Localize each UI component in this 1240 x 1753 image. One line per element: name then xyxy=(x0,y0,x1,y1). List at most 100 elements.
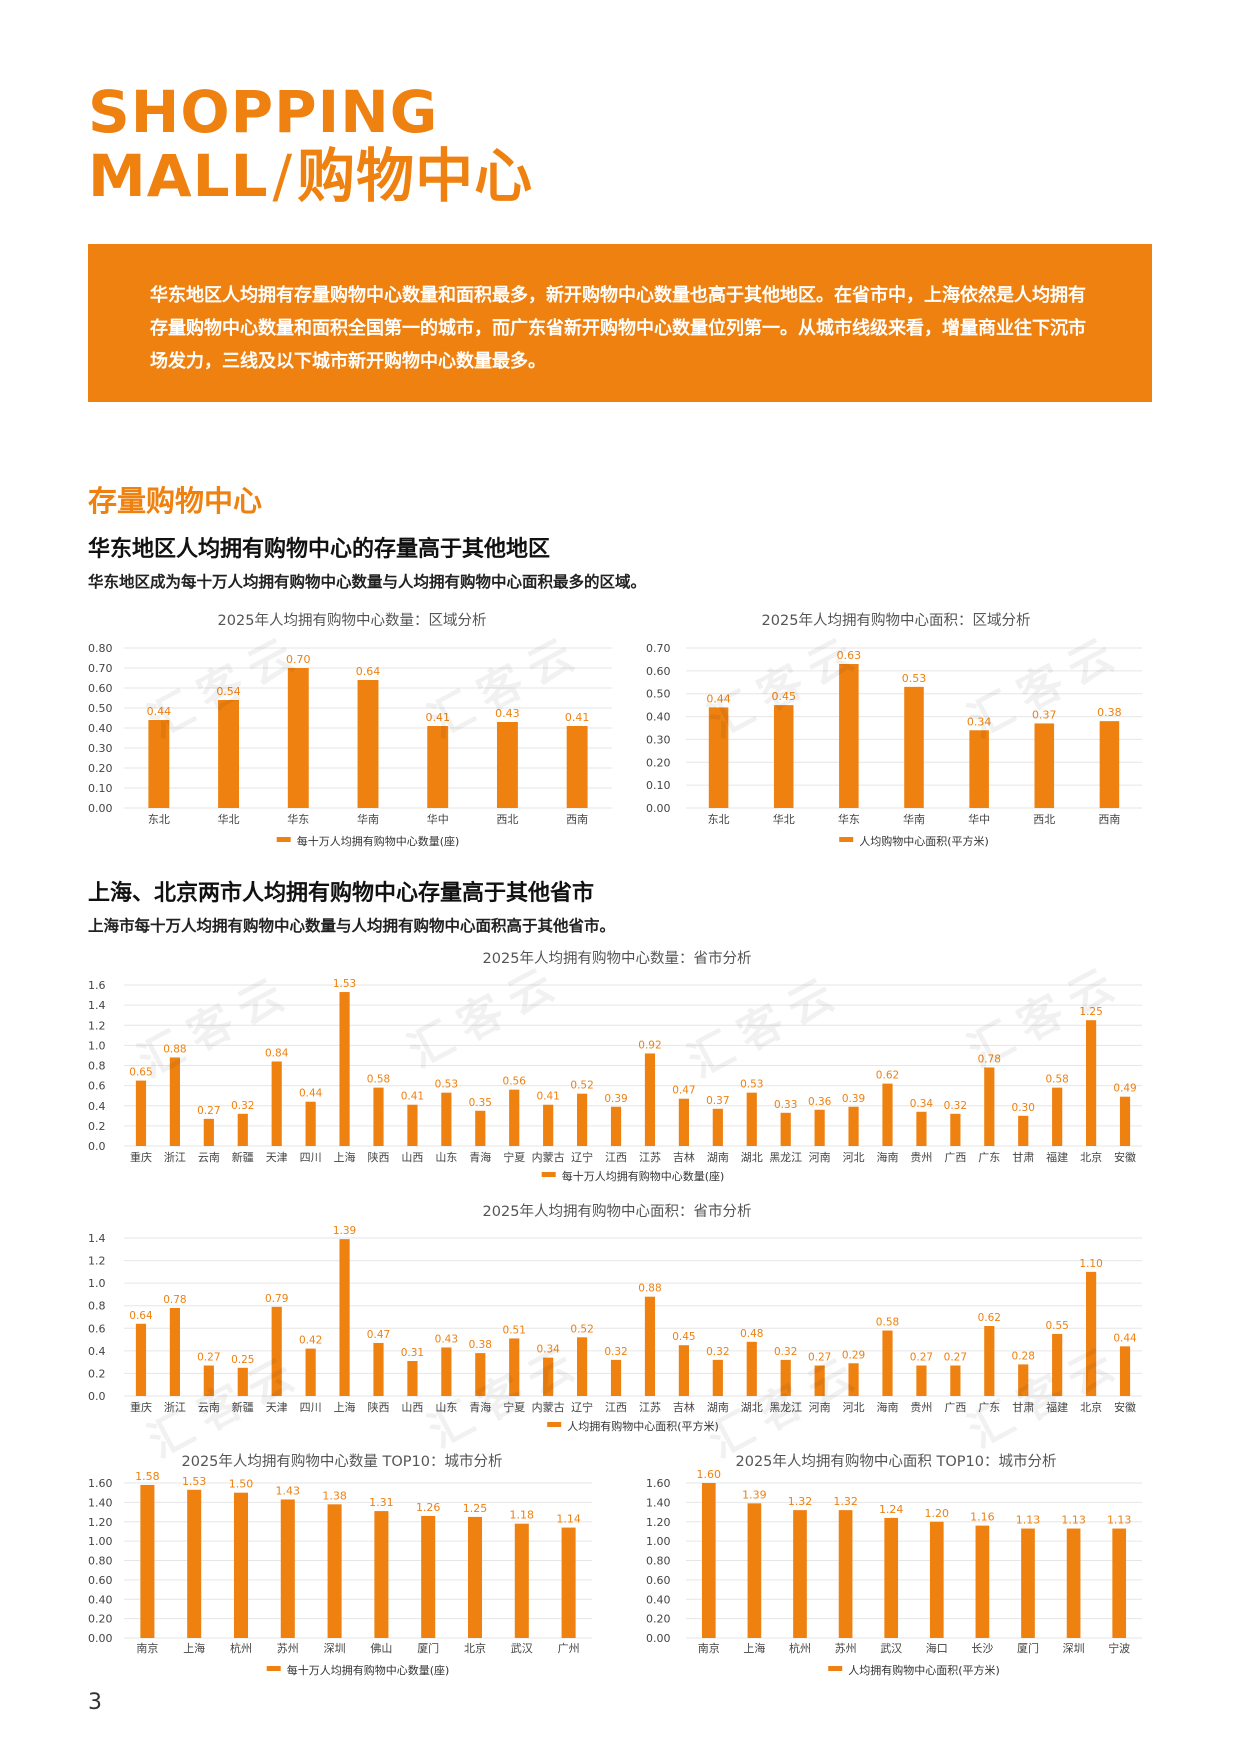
legend-label: 人均拥有购物中心面积(平方米) xyxy=(848,1663,1000,1677)
x-tick-label: 湖南 xyxy=(707,1401,729,1414)
data-label: 0.64 xyxy=(129,1310,153,1322)
bar xyxy=(407,1361,418,1396)
x-tick-label: 苏州 xyxy=(835,1642,857,1655)
y-tick-label: 1.00 xyxy=(646,1535,671,1548)
legend-label: 每十万人均拥有购物中心数量(座) xyxy=(287,1663,450,1677)
legend-swatch xyxy=(541,1172,556,1177)
bar xyxy=(305,1101,316,1146)
data-label: 0.47 xyxy=(367,1329,390,1341)
data-label: 1.53 xyxy=(333,978,356,990)
data-label: 0.44 xyxy=(147,705,172,718)
data-label: 0.27 xyxy=(910,1352,933,1364)
bar xyxy=(780,1359,791,1396)
bar xyxy=(712,1108,723,1146)
data-label: 0.31 xyxy=(401,1347,424,1359)
y-tick-label: 0.80 xyxy=(646,1555,671,1568)
bar xyxy=(746,1341,757,1396)
bar xyxy=(644,1053,656,1146)
x-tick-label: 四川 xyxy=(300,1401,322,1414)
x-tick-label: 广东 xyxy=(978,1151,1000,1164)
y-tick-label: 0.00 xyxy=(88,1632,113,1645)
title-cn: 购物中心 xyxy=(297,142,534,210)
bar xyxy=(747,1503,762,1638)
data-label: 1.32 xyxy=(833,1495,858,1508)
x-tick-label: 广西 xyxy=(944,1151,966,1164)
data-label: 0.49 xyxy=(1113,1083,1136,1095)
y-tick-label: 0.40 xyxy=(646,711,671,724)
bar xyxy=(327,1504,342,1638)
y-tick-label: 1.2 xyxy=(88,1255,106,1268)
y-tick-label: 1.6 xyxy=(88,979,106,992)
chart-city-count-top10: 2025年人均拥有购物中心数量 TOP10：城市分析 0.00 0.20 0.40 0.… xyxy=(82,1448,602,1683)
chart-title: 2025年人均拥有购物中心面积：省市分析 xyxy=(483,1203,752,1220)
x-tick-label: 南京 xyxy=(698,1641,720,1655)
data-label: 1.38 xyxy=(322,1489,347,1502)
y-tick-label: 1.00 xyxy=(88,1535,113,1548)
data-label: 0.34 xyxy=(536,1344,560,1356)
x-tick-label: 浙江 xyxy=(164,1401,186,1414)
y-tick-label: 0.20 xyxy=(646,756,671,769)
data-label: 0.34 xyxy=(967,715,992,728)
x-tick-label: 厦门 xyxy=(1017,1641,1039,1655)
chart-province-count: 2025年人均拥有购物中心数量：省市分析 0.0 0.2 0.4 0.6 0.8 1.0 1.… xyxy=(82,945,1152,1190)
bar xyxy=(884,1517,899,1638)
bar xyxy=(421,1515,436,1638)
x-tick-label: 东北 xyxy=(148,813,170,826)
bar xyxy=(357,680,379,808)
bar xyxy=(814,1109,825,1146)
y-tick-label: 0.00 xyxy=(646,802,671,815)
data-label: 0.32 xyxy=(231,1100,254,1112)
data-label: 0.41 xyxy=(425,711,450,724)
bar xyxy=(135,1080,147,1146)
chart-svg: 2025年人均拥有购物中心数量：区域分析 0.00 0.10 0.20 0.30 0.40… xyxy=(88,612,612,848)
bar xyxy=(496,722,518,808)
data-label: 0.36 xyxy=(808,1096,832,1108)
chart-title: 2025年人均拥有购物中心面积 TOP10：城市分析 xyxy=(736,1453,1057,1470)
y-tick-label: 0.60 xyxy=(646,1574,671,1587)
data-label: 1.58 xyxy=(135,1470,160,1483)
legend: 人均购物中心面积(平方米) xyxy=(839,834,989,848)
bar xyxy=(882,1330,893,1396)
data-label: 1.25 xyxy=(463,1502,488,1515)
data-label: 0.32 xyxy=(774,1346,797,1358)
legend-swatch xyxy=(547,1422,562,1427)
bar xyxy=(984,1326,995,1396)
bar xyxy=(280,1499,295,1638)
x-tick-label: 贵州 xyxy=(910,1151,932,1164)
bar xyxy=(1086,1020,1097,1146)
bar xyxy=(577,1093,588,1146)
x-tick-label: 西北 xyxy=(1033,813,1055,826)
x-tick-label: 深圳 xyxy=(324,1642,346,1655)
data-label: 1.53 xyxy=(182,1475,207,1488)
chart-province-area: 2025年人均拥有购物中心面积：省市分析 0.0 0.2 0.4 0.6 0.8 1.0 1.… xyxy=(82,1198,1152,1440)
bar xyxy=(135,1323,147,1396)
y-tick-label: 0.30 xyxy=(88,742,113,755)
y-tick-label: 1.2 xyxy=(88,1019,106,1032)
data-label: 0.64 xyxy=(356,665,381,678)
data-label: 1.26 xyxy=(416,1501,441,1514)
y-tick-label: 0.30 xyxy=(646,733,671,746)
data-label: 0.52 xyxy=(570,1323,593,1335)
x-tick-label: 黑龙江 xyxy=(769,1401,802,1414)
data-label: 0.48 xyxy=(740,1328,763,1340)
chart-svg: 2025年人均拥有购物中心面积：区域分析 0.00 0.10 0.20 0.30 0.40… xyxy=(646,612,1142,848)
x-tick-label: 宁夏 xyxy=(503,1150,525,1164)
chart-svg: 2025年人均拥有购物中心数量 TOP10：城市分析 0.00 0.20 0.40 0.… xyxy=(88,1453,592,1677)
x-tick-label: 黑龙江 xyxy=(769,1151,802,1164)
bar xyxy=(975,1525,990,1638)
y-tick-label: 1.40 xyxy=(88,1496,113,1509)
y-tick-label: 0.20 xyxy=(88,762,113,775)
x-tick-label: 江西 xyxy=(605,1151,627,1164)
data-label: 0.62 xyxy=(978,1312,1001,1324)
x-tick-label: 云南 xyxy=(198,1151,220,1164)
x-tick-label: 辽宁 xyxy=(571,1400,593,1414)
bar xyxy=(678,1098,689,1146)
bar xyxy=(1099,721,1120,808)
x-tick-label: 四川 xyxy=(300,1151,322,1164)
x-tick-label: 西北 xyxy=(496,813,518,826)
data-label: 0.33 xyxy=(774,1099,797,1111)
bar xyxy=(708,707,729,808)
x-tick-label: 苏州 xyxy=(277,1642,299,1655)
chart-svg: 2025年人均拥有购物中心面积：省市分析 0.0 0.2 0.4 0.6 0.8 1.0 1.… xyxy=(88,1203,1142,1433)
x-tick-label: 山东 xyxy=(435,1401,457,1414)
